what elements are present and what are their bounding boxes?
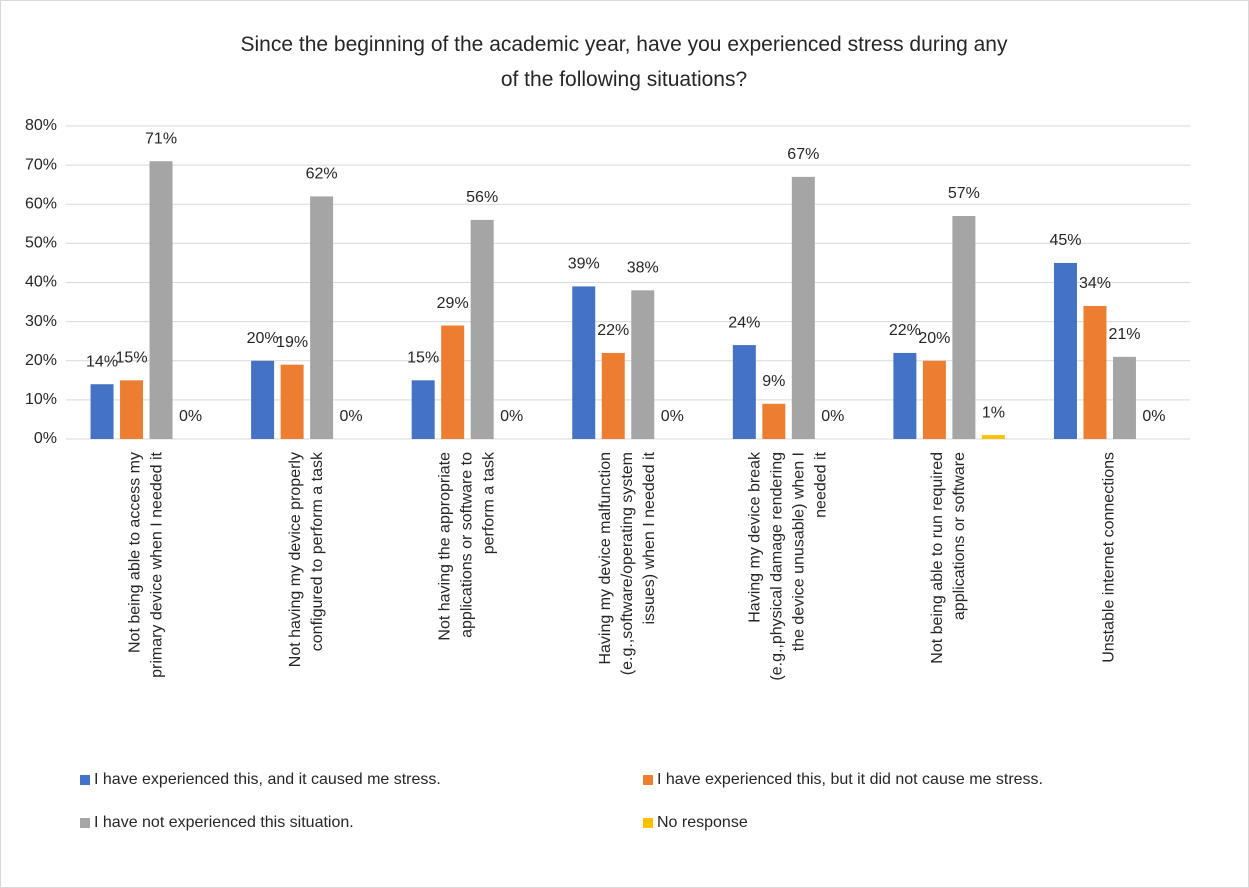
value-label: 1% (982, 404, 1005, 421)
y-tick-label: 20% (25, 352, 57, 369)
chart-title: Since the beginning of the academic year… (241, 33, 1008, 91)
bar (893, 352, 917, 439)
value-label: 22% (597, 322, 629, 339)
bar (470, 219, 494, 439)
legend-label: I have experienced this, but it did not … (657, 771, 1043, 788)
value-label: 67% (787, 146, 819, 163)
legend-swatch (643, 775, 653, 785)
text-line: Not being able to run required (929, 452, 946, 664)
value-label: 0% (500, 408, 523, 425)
value-label: 21% (1108, 326, 1140, 343)
y-tick-label: 30% (25, 313, 57, 330)
bar (441, 325, 465, 439)
legend-swatch (80, 775, 90, 785)
value-label: 24% (728, 314, 760, 331)
bar (1053, 262, 1077, 439)
bar (981, 435, 1005, 439)
value-label: 38% (627, 260, 659, 277)
text-line: perform a task (481, 451, 498, 554)
value-label: 45% (1049, 232, 1081, 249)
value-label: 0% (179, 408, 202, 425)
bar (762, 403, 786, 439)
bar (631, 290, 655, 439)
bar (572, 286, 596, 439)
value-label: 22% (889, 322, 921, 339)
text-line: (e.g.,physical damage rendering (769, 452, 786, 681)
x-tick-label: Having my device malfunction (e.g.,softwa… (597, 451, 658, 675)
y-tick-label: 10% (25, 391, 57, 408)
y-tick-label: 50% (25, 235, 57, 252)
legend-swatch (80, 818, 90, 828)
text-line: primary device when I needed it (149, 451, 166, 677)
value-label: 15% (116, 350, 148, 367)
value-label: 0% (1142, 408, 1165, 425)
value-label: 20% (918, 330, 950, 347)
x-tick-label: Not having the appropriate applications o… (437, 451, 498, 641)
value-label: 34% (1079, 275, 1111, 292)
bar (310, 196, 334, 439)
value-label: 56% (466, 189, 498, 206)
bar (952, 215, 976, 439)
text-line: Having my device break (747, 451, 764, 623)
value-label: 0% (661, 408, 684, 425)
y-tick-label: 0% (34, 430, 57, 447)
y-tick-label: 80% (25, 117, 57, 134)
text-line: applications or software to (459, 452, 476, 638)
text-line: issues) when I needed it (641, 451, 658, 624)
value-label: 0% (821, 408, 844, 425)
x-tick-label: Not having my device properly configured … (287, 451, 326, 667)
bar (601, 352, 625, 439)
bar (251, 360, 275, 439)
bar (1083, 305, 1107, 439)
value-label: 15% (407, 350, 439, 367)
bar (149, 161, 173, 439)
x-tick-label: Unstable internet connections (1101, 452, 1118, 663)
x-tick-label: Not being able to access my primary devic… (127, 451, 166, 677)
text-line: the device unusable) when I (791, 452, 808, 651)
value-label: 39% (568, 256, 600, 273)
y-tick-label: 40% (25, 274, 57, 291)
bar (120, 380, 144, 439)
bar (90, 384, 114, 439)
text-line: Since the beginning of the academic year… (241, 33, 1008, 56)
text-line: of the following situations? (501, 68, 747, 91)
value-label: 62% (306, 166, 338, 183)
value-label: 20% (247, 330, 279, 347)
legend-label: I have experienced this, and it caused m… (94, 771, 441, 788)
value-label: 29% (437, 295, 469, 312)
text-line: applications or software (951, 452, 968, 620)
value-label: 57% (948, 185, 980, 202)
legend-label: No response (657, 814, 748, 831)
value-label: 19% (276, 334, 308, 351)
bar (922, 360, 946, 439)
text-line: configured to perform a task (309, 451, 326, 651)
bar (1112, 356, 1136, 439)
value-label: 9% (762, 373, 785, 390)
value-label: 0% (340, 408, 363, 425)
text-line: Not having the appropriate (437, 452, 454, 641)
text-line: Unstable internet connections (1101, 452, 1118, 663)
text-line: needed it (813, 451, 830, 517)
text-line: Having my device malfunction (597, 452, 614, 665)
value-label: 71% (145, 130, 177, 147)
bar (280, 364, 304, 439)
text-line: Not being able to access my (127, 452, 144, 653)
legend-swatch (643, 818, 653, 828)
y-tick-label: 70% (25, 156, 57, 173)
text-line: Not having my device properly (287, 452, 304, 667)
x-tick-label: Having my device break (e.g.,physical dam… (747, 451, 830, 681)
legend-label: I have not experienced this situation. (94, 814, 354, 831)
bar (732, 345, 756, 439)
bar (791, 176, 815, 440)
y-tick-label: 60% (25, 195, 57, 212)
value-label: 14% (86, 353, 118, 370)
bar (411, 380, 435, 439)
text-line: (e.g.,software/operating system (619, 452, 636, 675)
x-tick-label: Not being able to run required applicatio… (929, 452, 968, 664)
